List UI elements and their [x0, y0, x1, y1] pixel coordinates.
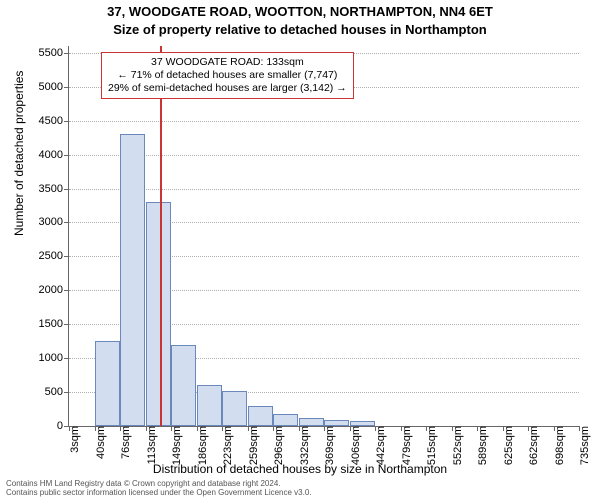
- x-tick-label: 186sqm: [193, 426, 209, 465]
- y-tick-mark: [64, 155, 69, 156]
- x-tick-label: 3sqm: [65, 426, 81, 453]
- y-tick-mark: [64, 290, 69, 291]
- y-tick-mark: [64, 87, 69, 88]
- footer-line-2: Contains public sector information licen…: [6, 489, 312, 498]
- x-tick-label: 332sqm: [295, 426, 311, 465]
- histogram-bar: [299, 418, 324, 426]
- x-axis-label: Distribution of detached houses by size …: [0, 462, 600, 476]
- y-tick-mark: [64, 256, 69, 257]
- x-tick-label: 515sqm: [422, 426, 438, 465]
- marker-annotation-box: 37 WOODGATE ROAD: 133sqm ← 71% of detach…: [101, 52, 354, 99]
- x-tick-label: 223sqm: [218, 426, 234, 465]
- x-tick-label: 40sqm: [91, 426, 107, 459]
- x-tick-label: 406sqm: [346, 426, 362, 465]
- gridline-h: [69, 189, 579, 190]
- y-tick-mark: [64, 189, 69, 190]
- x-tick-label: 625sqm: [499, 426, 515, 465]
- histogram-bar: [95, 341, 120, 426]
- histogram-bar: [222, 391, 247, 426]
- marker-vertical-line: [160, 46, 162, 426]
- histogram-bar: [146, 202, 171, 426]
- annotation-line-1: 37 WOODGATE ROAD: 133sqm: [108, 56, 347, 69]
- x-tick-label: 735sqm: [575, 426, 591, 465]
- y-tick-mark: [64, 222, 69, 223]
- histogram-bar: [248, 406, 273, 426]
- x-tick-label: 113sqm: [142, 426, 158, 464]
- gridline-h: [69, 121, 579, 122]
- x-tick-label: 369sqm: [320, 426, 336, 465]
- x-tick-label: 76sqm: [116, 426, 132, 459]
- x-tick-label: 479sqm: [397, 426, 413, 465]
- chart-title-line1: 37, WOODGATE ROAD, WOOTTON, NORTHAMPTON,…: [0, 4, 600, 19]
- y-tick-mark: [64, 121, 69, 122]
- chart-container: 37, WOODGATE ROAD, WOOTTON, NORTHAMPTON,…: [0, 0, 600, 500]
- histogram-bar: [197, 385, 222, 426]
- x-tick-label: 698sqm: [550, 426, 566, 465]
- y-axis-label: Number of detached properties: [12, 71, 26, 236]
- plot-area: 0500100015002000250030003500400045005000…: [68, 46, 579, 427]
- histogram-bar: [273, 414, 298, 426]
- x-tick-label: 552sqm: [448, 426, 464, 465]
- y-tick-mark: [64, 392, 69, 393]
- x-tick-label: 296sqm: [269, 426, 285, 465]
- histogram-bar: [171, 345, 196, 426]
- x-tick-label: 662sqm: [524, 426, 540, 465]
- footer-attribution: Contains HM Land Registry data © Crown c…: [6, 480, 312, 498]
- x-tick-label: 442sqm: [371, 426, 387, 465]
- y-tick-mark: [64, 358, 69, 359]
- annotation-line-2: ← 71% of detached houses are smaller (7,…: [108, 69, 347, 82]
- chart-title-line2: Size of property relative to detached ho…: [0, 22, 600, 37]
- gridline-h: [69, 155, 579, 156]
- histogram-bar: [120, 134, 145, 426]
- annotation-line-3: 29% of semi-detached houses are larger (…: [108, 82, 347, 95]
- x-tick-label: 259sqm: [244, 426, 260, 465]
- y-tick-mark: [64, 324, 69, 325]
- y-tick-mark: [64, 53, 69, 54]
- x-tick-label: 589sqm: [473, 426, 489, 465]
- x-tick-label: 149sqm: [167, 426, 183, 465]
